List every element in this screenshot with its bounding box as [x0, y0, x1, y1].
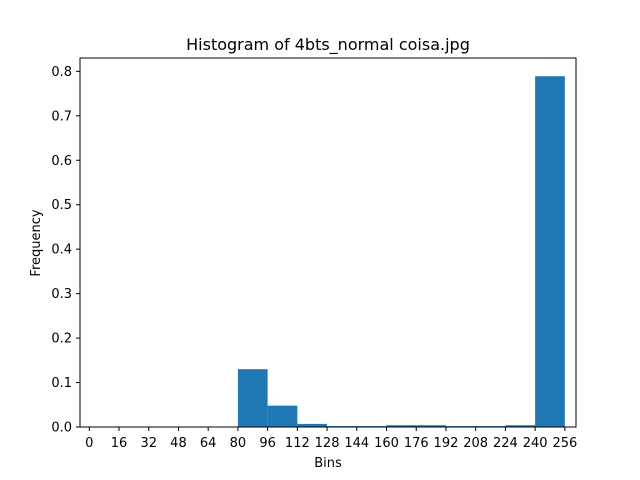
- histogram-bar: [267, 405, 298, 427]
- y-tick-label: 0.3: [51, 287, 72, 302]
- histogram-bar: [416, 425, 446, 427]
- histogram-bar: [505, 425, 536, 427]
- histogram-bar: [535, 76, 565, 427]
- y-tick-label: 0.0: [51, 421, 72, 436]
- x-tick-label: 112: [285, 436, 310, 451]
- y-tick-label: 0.5: [51, 198, 72, 213]
- chart-title: Histogram of 4bts_normal coisa.jpg: [186, 35, 470, 55]
- x-axis-ticks: 0 16 32 48 64 80 96 112 128 144 160 176 192 208 224 240…: [85, 427, 577, 451]
- x-tick-label: 32: [140, 436, 157, 451]
- x-tick-label: 256: [552, 436, 577, 451]
- bars-layer: [237, 76, 565, 427]
- histogram-bar: [237, 369, 268, 427]
- x-tick-label: 96: [259, 436, 276, 451]
- y-tick-label: 0.4: [51, 243, 72, 258]
- x-tick-label: 208: [463, 436, 488, 451]
- x-tick-label: 48: [170, 436, 187, 451]
- y-tick-label: 0.8: [51, 65, 72, 80]
- x-tick-label: 176: [404, 436, 429, 451]
- x-tick-label: 192: [434, 436, 459, 451]
- x-tick-label: 224: [493, 436, 518, 451]
- y-axis-label: Frequency: [29, 209, 44, 276]
- x-tick-label: 160: [374, 436, 399, 451]
- x-tick-label: 80: [230, 436, 247, 451]
- y-axis-ticks: 0.0 0.1 0.2 0.3 0.4 0.5 0.6 0.7 0.8: [51, 65, 80, 436]
- histogram-bar: [386, 425, 417, 427]
- x-tick-label: 16: [111, 436, 128, 451]
- y-tick-label: 0.2: [51, 332, 72, 347]
- y-tick-label: 0.1: [51, 376, 72, 391]
- x-tick-label: 240: [523, 436, 548, 451]
- y-tick-label: 0.7: [51, 109, 72, 124]
- histogram-bar: [297, 423, 328, 427]
- x-tick-label: 64: [200, 436, 217, 451]
- x-axis-label: Bins: [314, 456, 342, 471]
- y-tick-label: 0.6: [51, 154, 72, 169]
- x-tick-label: 128: [315, 436, 340, 451]
- x-tick-label: 0: [85, 436, 93, 451]
- plot-frame: [79, 57, 577, 428]
- x-tick-label: 144: [344, 436, 369, 451]
